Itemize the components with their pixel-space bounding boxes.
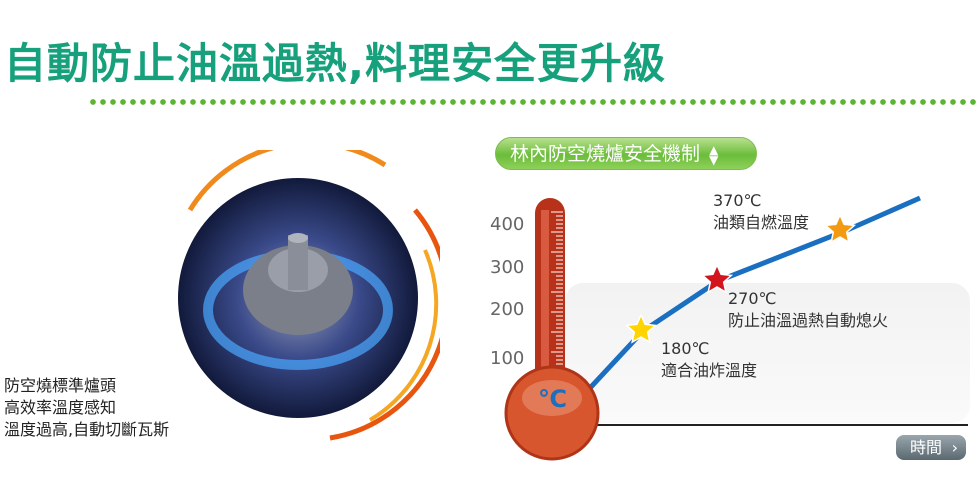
- dotted-divider: [88, 99, 980, 105]
- time-label: 時間: [910, 438, 943, 457]
- orange-arc: [368, 249, 439, 422]
- annotation-text: 防止油溫過熱自動熄火: [728, 311, 889, 330]
- burner-caption: 防空燒標準爐頭 高效率溫度感知 溫度過高,自動切斷瓦斯: [4, 375, 169, 441]
- safety-mechanism-button[interactable]: 林內防空燒爐安全機制 ▲ ▼: [495, 137, 757, 170]
- celsius-unit: ℃: [538, 385, 568, 413]
- y-tick: 200: [490, 299, 525, 320]
- orange-arc: [187, 150, 387, 212]
- page-title: 自動防止油溫過熱,料理安全更升級: [4, 39, 666, 88]
- star-marker: [823, 213, 857, 244]
- caption-line: 溫度過高,自動切斷瓦斯: [4, 420, 170, 439]
- burner-image: [174, 150, 440, 441]
- y-tick: 400: [490, 214, 525, 235]
- chart-panel: [565, 283, 970, 423]
- y-tick: 300: [490, 257, 525, 278]
- star-marker: [700, 263, 734, 294]
- annotation-180: 180℃ 適合油炸溫度: [661, 338, 757, 382]
- annotation-value: 370℃: [713, 191, 762, 210]
- y-tick: 100: [490, 348, 525, 369]
- annotation-270: 270℃ 防止油溫過熱自動熄火: [728, 288, 888, 332]
- up-down-arrows-icon: ▲ ▼: [709, 142, 719, 167]
- chevron-right-icon: ›: [951, 438, 958, 457]
- annotation-text: 油類自燃溫度: [713, 213, 810, 232]
- orange-arc: [329, 208, 440, 441]
- time-button[interactable]: 時間 ›: [896, 435, 966, 460]
- pill-label: 林內防空燒爐安全機制: [510, 143, 701, 165]
- star-marker: [624, 313, 658, 344]
- annotation-value: 270℃: [728, 289, 777, 308]
- caption-line: 高效率溫度感知: [4, 398, 117, 417]
- annotation-text: 適合油炸溫度: [661, 361, 758, 380]
- caption-line: 防空燒標準爐頭: [4, 376, 117, 395]
- annotation-value: 180℃: [661, 339, 710, 358]
- x-axis: [590, 424, 968, 426]
- annotation-370: 370℃ 油類自燃溫度: [713, 190, 809, 234]
